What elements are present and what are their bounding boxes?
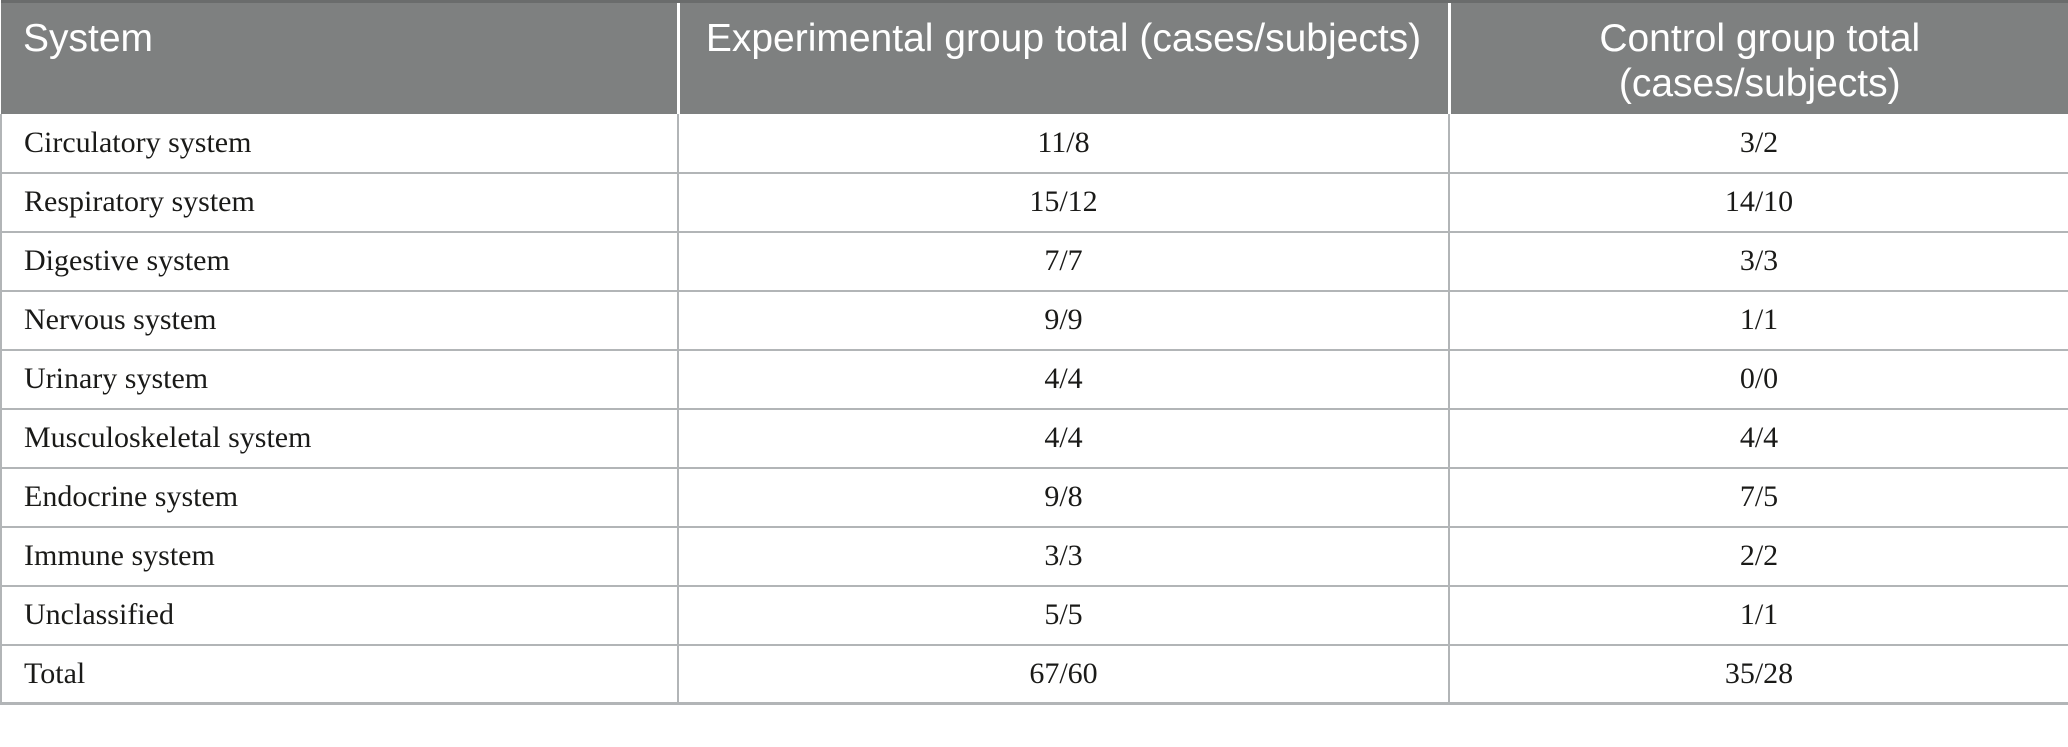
cell-control: 7/5 [1448,467,2068,528]
cell-experimental: 4/4 [677,408,1449,469]
table-row-nervous: Nervous system 9/9 1/1 [0,290,2068,351]
cell-control: 4/4 [1448,408,2068,469]
cell-control: 1/1 [1448,290,2068,351]
cell-control: 2/2 [1448,526,2068,587]
cell-experimental: 9/8 [677,467,1449,528]
cell-control: 35/28 [1448,644,2068,705]
cell-system: Circulatory system [0,113,678,174]
cell-system: Total [0,644,678,705]
cell-experimental: 3/3 [677,526,1449,587]
table-row-unclassified: Unclassified 5/5 1/1 [0,585,2068,646]
systems-table: System Experimental group total (cases/s… [0,0,2068,705]
table-row-circulatory: Circulatory system 11/8 3/2 [0,113,2068,174]
cell-system: Immune system [0,526,678,587]
cell-control: 1/1 [1448,585,2068,646]
cell-control: 14/10 [1448,172,2068,233]
cell-experimental: 5/5 [677,585,1449,646]
header-system: System [1,0,678,114]
table-body: Circulatory system 11/8 3/2 Respiratory … [0,113,2068,705]
cell-control: 3/2 [1448,113,2068,174]
cell-system: Nervous system [0,290,678,351]
table-header: System Experimental group total (cases/s… [1,0,2068,114]
cell-system: Respiratory system [0,172,678,233]
header-row: System Experimental group total (cases/s… [1,0,2068,114]
table-row-urinary: Urinary system 4/4 0/0 [0,349,2068,410]
table-row-digestive: Digestive system 7/7 3/3 [0,231,2068,292]
cell-system: Endocrine system [0,467,678,528]
header-control-group: Control group total (cases/subjects) [1447,0,2068,114]
cell-control: 0/0 [1448,349,2068,410]
cell-experimental: 9/9 [677,290,1449,351]
header-experimental-group: Experimental group total (cases/subjects… [676,0,1449,114]
table-row-musculoskeletal: Musculoskeletal system 4/4 4/4 [0,408,2068,469]
cell-experimental: 7/7 [677,231,1449,292]
cell-system: Musculoskeletal system [0,408,678,469]
cell-control: 3/3 [1448,231,2068,292]
cell-system: Unclassified [0,585,678,646]
table-row-respiratory: Respiratory system 15/12 14/10 [0,172,2068,233]
table-row-total: Total 67/60 35/28 [0,644,2068,705]
cell-experimental: 4/4 [677,349,1449,410]
table-row-endocrine: Endocrine system 9/8 7/5 [0,467,2068,528]
header-control-group-label: Control group total (cases/subjects) [1599,17,1921,105]
cell-experimental: 11/8 [677,113,1449,174]
cell-experimental: 15/12 [677,172,1449,233]
table-row-immune: Immune system 3/3 2/2 [0,526,2068,587]
cell-system: Digestive system [0,231,678,292]
cell-experimental: 67/60 [677,644,1449,705]
cell-system: Urinary system [0,349,678,410]
